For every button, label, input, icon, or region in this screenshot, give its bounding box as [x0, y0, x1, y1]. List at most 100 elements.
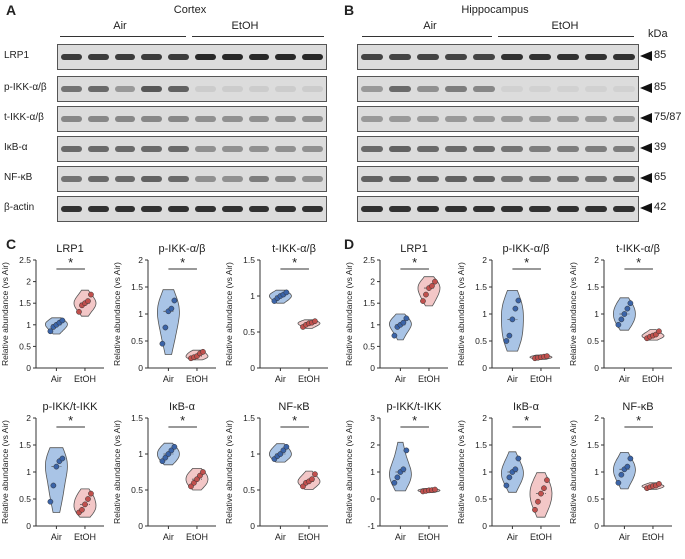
- data-point-air: [618, 316, 625, 323]
- y-tick-label: 3: [370, 413, 375, 423]
- blot-band: [585, 86, 607, 92]
- y-tick-label: 0.5: [19, 341, 31, 351]
- group-label-etoh: EtOH: [231, 20, 259, 32]
- data-point-air: [159, 458, 166, 465]
- y-tick-label: 0.5: [475, 336, 487, 346]
- y-tick-label: 0.5: [243, 485, 255, 495]
- y-tick-label: 2: [370, 277, 375, 287]
- blot-band: [114, 206, 136, 212]
- x-tick-label: Air: [395, 532, 406, 542]
- blot-band: [613, 86, 635, 92]
- data-point-air: [400, 319, 407, 326]
- y-tick-label: 2.5: [19, 255, 31, 265]
- blot-band: [221, 54, 243, 60]
- data-point-etoh: [429, 283, 435, 289]
- blot-band: [557, 116, 579, 122]
- blot-strip: [357, 106, 639, 132]
- chart-title: p-IKK/t-IKK: [386, 401, 442, 413]
- blot-band: [248, 86, 270, 92]
- blot-band: [417, 206, 439, 212]
- blot-band: [87, 116, 109, 122]
- data-point-air: [400, 466, 407, 473]
- blot-band: [473, 176, 495, 182]
- y-tick-label: 0: [482, 363, 487, 373]
- data-point-etoh: [309, 476, 315, 483]
- data-point-etoh: [535, 498, 541, 505]
- x-tick-label: Air: [163, 532, 174, 542]
- blot-band: [361, 54, 383, 60]
- blot-title-cortex: Cortex: [173, 4, 207, 16]
- y-tick-label: 0: [26, 521, 31, 531]
- blot-band: [114, 146, 136, 152]
- blot-band: [417, 146, 439, 152]
- blot-band: [529, 176, 551, 182]
- x-tick-label: Air: [51, 374, 62, 384]
- blot-band: [194, 206, 216, 212]
- data-point-air: [627, 300, 634, 307]
- blot-band: [473, 206, 495, 212]
- blot-band: [529, 146, 551, 152]
- group-label-air: Air: [423, 20, 437, 32]
- data-point-air: [159, 340, 166, 347]
- chart-title: t-IKK-α/β: [272, 243, 316, 255]
- blot-band: [60, 146, 82, 152]
- significance-star: *: [524, 413, 529, 428]
- violin-chart: IκB-α Relative abundance (vs Air) 0 0.5 1 1.5…: [112, 401, 216, 542]
- y-tick-label: 0.5: [363, 341, 375, 351]
- y-axis-label: Relative abundance (vs Air): [568, 262, 578, 366]
- data-point-air: [403, 447, 410, 454]
- y-axis-label: Relative abundance (vs Air): [112, 420, 122, 524]
- x-tick-label: Air: [51, 532, 62, 542]
- blot-band: [194, 176, 216, 182]
- violin-air: [44, 447, 68, 513]
- blot-band: [445, 54, 467, 60]
- blot-band: [501, 116, 523, 122]
- y-axis-label: Relative abundance (vs Air): [456, 262, 466, 366]
- data-point-air: [503, 482, 510, 489]
- x-tick-label: EtOH: [418, 374, 440, 384]
- violin-chart: NF-κB Relative abundance (vs Air) 0 0.5 1 1.5…: [568, 401, 672, 542]
- blot-band: [557, 86, 579, 92]
- blot-band: [221, 86, 243, 92]
- y-axis-label: Relative abundance (vs Air): [456, 420, 466, 524]
- blot-band: [501, 54, 523, 60]
- blot-band: [557, 146, 579, 152]
- data-point-air: [618, 471, 625, 478]
- kda-value: 42: [654, 201, 667, 213]
- y-tick-label: 1: [370, 467, 375, 477]
- data-point-air: [171, 297, 178, 304]
- y-axis-label: Relative abundance (vs Air): [568, 420, 578, 524]
- blot-band: [87, 86, 109, 92]
- x-tick-label: Air: [507, 532, 518, 542]
- data-point-etoh: [656, 481, 662, 487]
- blot-band: [445, 86, 467, 92]
- data-point-etoh: [544, 353, 550, 359]
- data-point-air: [515, 455, 522, 462]
- y-tick-label: 1.5: [363, 298, 375, 308]
- blot-band: [60, 206, 82, 212]
- y-tick-label: 0: [138, 521, 143, 531]
- data-point-etoh: [312, 471, 318, 478]
- panel-letter-d: D: [344, 236, 355, 252]
- y-tick-label: 1.5: [243, 413, 255, 423]
- chart-title: IκB-α: [169, 401, 196, 413]
- blot-band: [302, 176, 324, 182]
- x-tick-label: Air: [619, 374, 630, 384]
- blot-band: [60, 86, 82, 92]
- chart-title: LRP1: [56, 243, 84, 255]
- x-tick-label: Air: [275, 532, 286, 542]
- violin-chart: t-IKK-α/β Relative abundance (vs Air) 0 0.5…: [568, 243, 672, 384]
- y-tick-label: 0.5: [475, 494, 487, 504]
- kda-unit-label: kDa: [648, 28, 668, 40]
- data-point-etoh: [85, 496, 91, 502]
- x-tick-label: EtOH: [642, 532, 664, 542]
- blot-band: [473, 54, 495, 60]
- y-tick-label: 1.5: [19, 440, 31, 450]
- blot-band: [248, 146, 270, 152]
- data-point-etoh: [200, 469, 206, 475]
- data-point-air: [615, 321, 622, 328]
- data-point-etoh: [194, 476, 200, 483]
- arrow-marker-icon: [640, 143, 652, 153]
- blot-band: [194, 146, 216, 152]
- kda-value: 85: [654, 49, 667, 61]
